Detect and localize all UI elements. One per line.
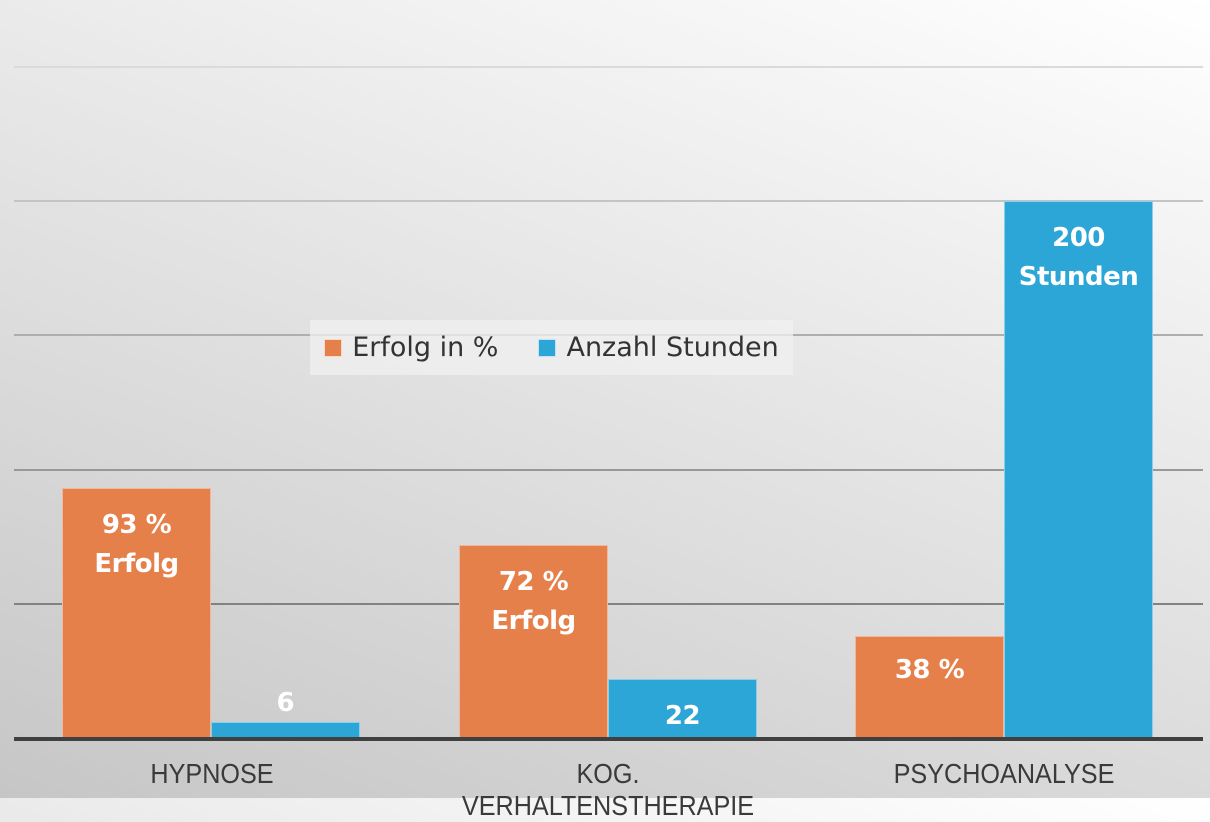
bar-erfolg: 93 % Erfolg <box>62 488 211 738</box>
data-label: 200 Stunden <box>1018 223 1139 293</box>
gridline <box>14 200 1203 203</box>
bar-stunden: 22 <box>608 678 757 738</box>
bar-stunden: 200 Stunden <box>1004 201 1153 738</box>
bar-erfolg: 72 % Erfolg <box>459 544 608 738</box>
category-label: KOG. VERHALTENSTHERAPIE <box>461 758 755 821</box>
data-label: 22 <box>664 700 701 731</box>
legend-label: Erfolg in % <box>352 332 499 363</box>
grouped-bar-chart: 93 % Erfolg 6 HYPNOSE 72 % Erfolg 22 KOG. VERHA… <box>14 66 1203 821</box>
gridline <box>14 602 1203 605</box>
legend-label: Anzahl Stunden <box>566 332 779 363</box>
legend-swatch-erfolg-icon <box>324 338 343 357</box>
legend-item-erfolg: Erfolg in % <box>324 332 498 363</box>
gridline <box>14 468 1203 471</box>
x-axis-line <box>14 737 1203 741</box>
data-label: 93 % Erfolg <box>94 510 179 580</box>
category-label: HYPNOSE <box>150 758 274 789</box>
gridline <box>14 66 1203 68</box>
data-label: 38 % <box>894 655 965 685</box>
data-label: 72 % Erfolg <box>491 566 576 636</box>
legend-item-stunden: Anzahl Stunden <box>538 332 779 363</box>
data-label: 6 <box>276 687 295 718</box>
chart-legend: Erfolg in % Anzahl Stunden <box>310 320 793 375</box>
bar-erfolg: 38 % <box>855 636 1004 738</box>
legend-swatch-stunden-icon <box>538 338 557 357</box>
category-label: PSYCHOANALYSE <box>893 758 1115 789</box>
bar-stunden <box>211 721 360 738</box>
